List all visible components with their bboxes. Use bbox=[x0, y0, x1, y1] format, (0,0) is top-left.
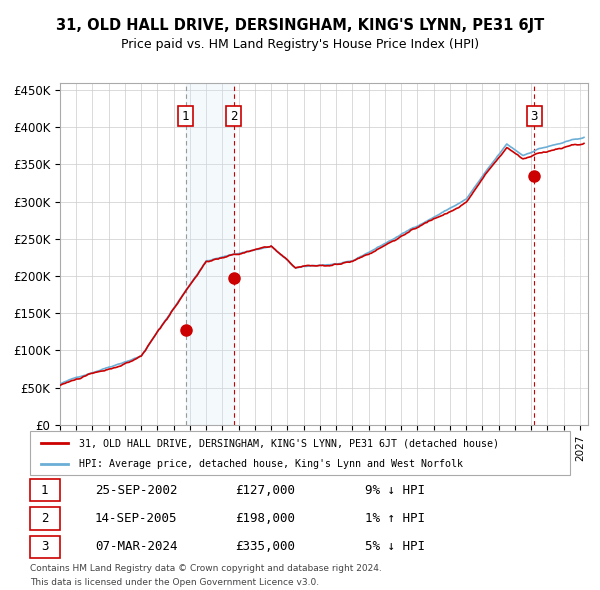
Text: 31, OLD HALL DRIVE, DERSINGHAM, KING'S LYNN, PE31 6JT: 31, OLD HALL DRIVE, DERSINGHAM, KING'S L… bbox=[56, 18, 544, 32]
FancyBboxPatch shape bbox=[30, 431, 570, 475]
FancyBboxPatch shape bbox=[30, 536, 60, 558]
Text: 9% ↓ HPI: 9% ↓ HPI bbox=[365, 484, 425, 497]
Text: 5% ↓ HPI: 5% ↓ HPI bbox=[365, 540, 425, 553]
Bar bbox=[534, 83, 588, 425]
Text: 1: 1 bbox=[182, 110, 190, 123]
Text: HPI: Average price, detached house, King's Lynn and West Norfolk: HPI: Average price, detached house, King… bbox=[79, 459, 463, 469]
Text: 25-SEP-2002: 25-SEP-2002 bbox=[95, 484, 178, 497]
Text: Price paid vs. HM Land Registry's House Price Index (HPI): Price paid vs. HM Land Registry's House … bbox=[121, 38, 479, 51]
Text: £335,000: £335,000 bbox=[235, 540, 295, 553]
Text: This data is licensed under the Open Government Licence v3.0.: This data is licensed under the Open Gov… bbox=[30, 578, 319, 587]
Text: 2: 2 bbox=[41, 512, 49, 525]
Text: 07-MAR-2024: 07-MAR-2024 bbox=[95, 540, 178, 553]
FancyBboxPatch shape bbox=[30, 507, 60, 530]
Text: 1: 1 bbox=[41, 484, 49, 497]
Text: Contains HM Land Registry data © Crown copyright and database right 2024.: Contains HM Land Registry data © Crown c… bbox=[30, 565, 382, 573]
Text: 3: 3 bbox=[41, 540, 49, 553]
FancyBboxPatch shape bbox=[30, 479, 60, 502]
Text: 1% ↑ HPI: 1% ↑ HPI bbox=[365, 512, 425, 525]
Text: £198,000: £198,000 bbox=[235, 512, 295, 525]
Text: 14-SEP-2005: 14-SEP-2005 bbox=[95, 512, 178, 525]
Text: 3: 3 bbox=[530, 110, 538, 123]
Text: 31, OLD HALL DRIVE, DERSINGHAM, KING'S LYNN, PE31 6JT (detached house): 31, OLD HALL DRIVE, DERSINGHAM, KING'S L… bbox=[79, 438, 499, 448]
Bar bbox=[185, 83, 234, 425]
Text: £127,000: £127,000 bbox=[235, 484, 295, 497]
Text: 2: 2 bbox=[230, 110, 238, 123]
